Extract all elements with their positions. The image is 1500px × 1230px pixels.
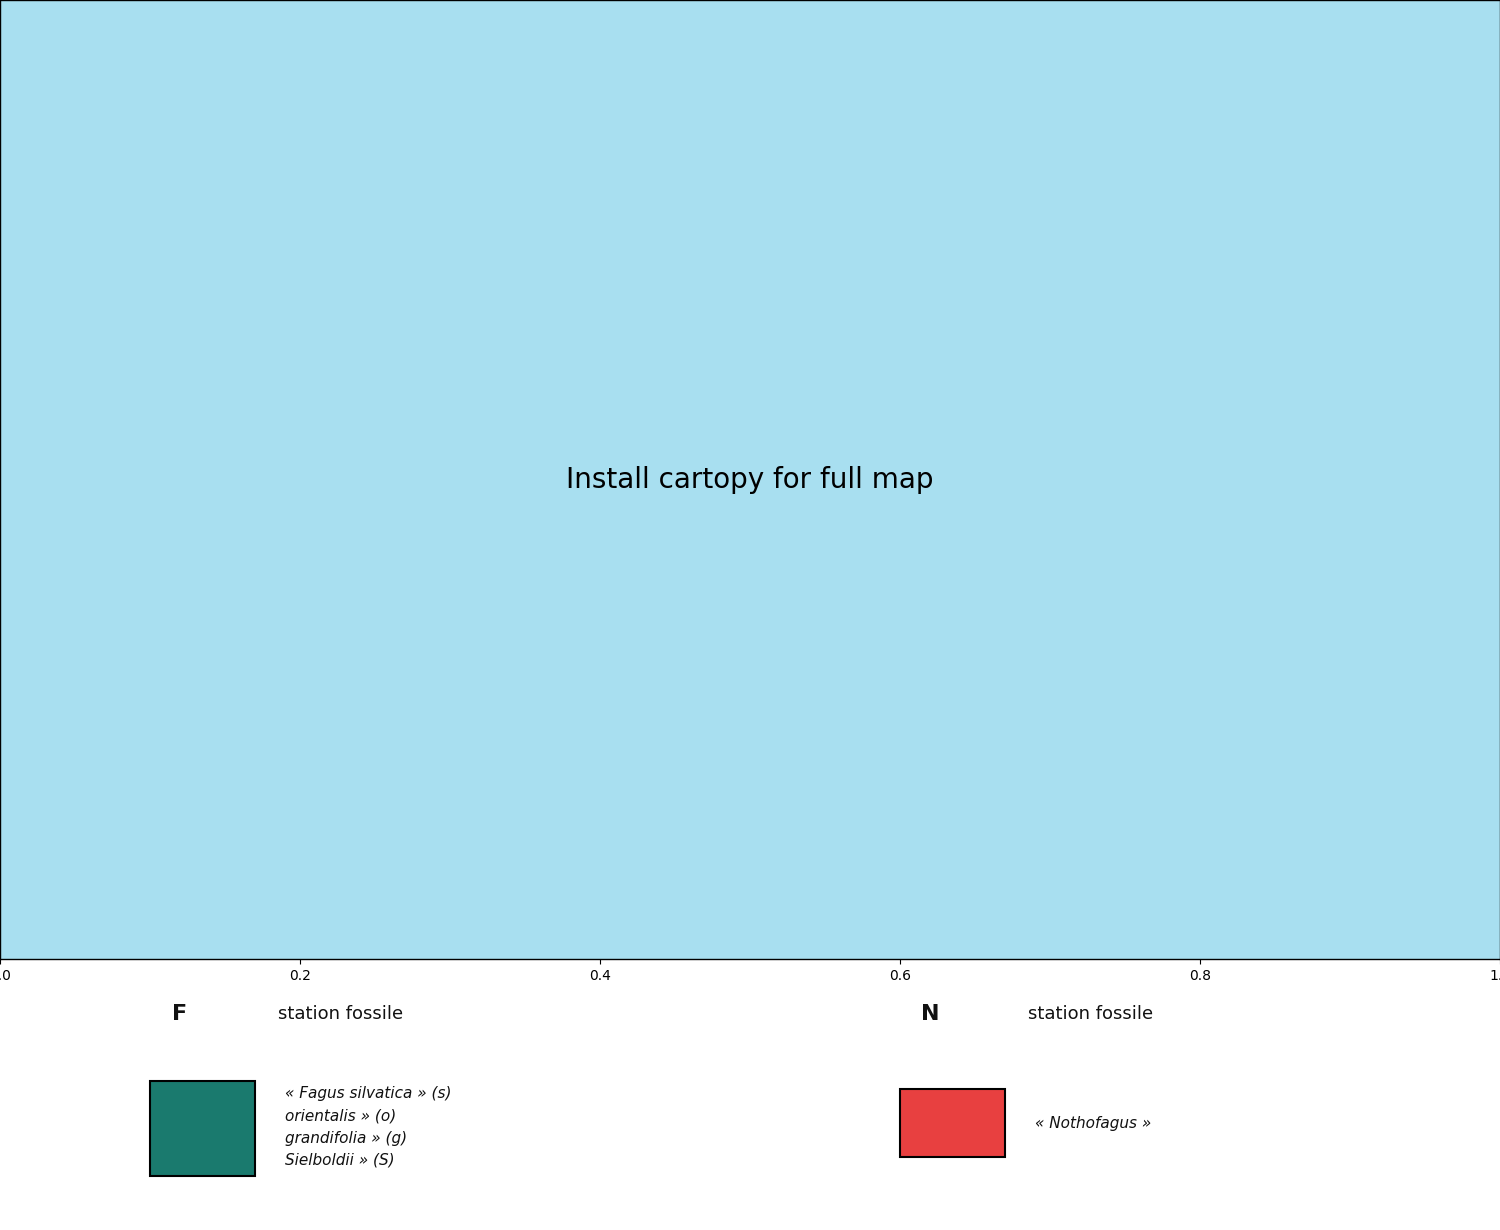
- Text: station fossile: station fossile: [1005, 1005, 1154, 1022]
- FancyBboxPatch shape: [900, 1090, 1005, 1157]
- Text: « Fagus silvatica » (s)
orientalis » (o)
grandifolia » (g)
Sielboldii » (S): « Fagus silvatica » (s) orientalis » (o)…: [285, 1086, 452, 1168]
- Text: « Nothofagus »: « Nothofagus »: [1035, 1116, 1152, 1130]
- Text: F: F: [172, 1004, 188, 1023]
- Text: Install cartopy for full map: Install cartopy for full map: [567, 466, 933, 493]
- Text: N: N: [921, 1004, 939, 1023]
- FancyBboxPatch shape: [150, 1081, 255, 1176]
- Text: station fossile: station fossile: [255, 1005, 404, 1022]
